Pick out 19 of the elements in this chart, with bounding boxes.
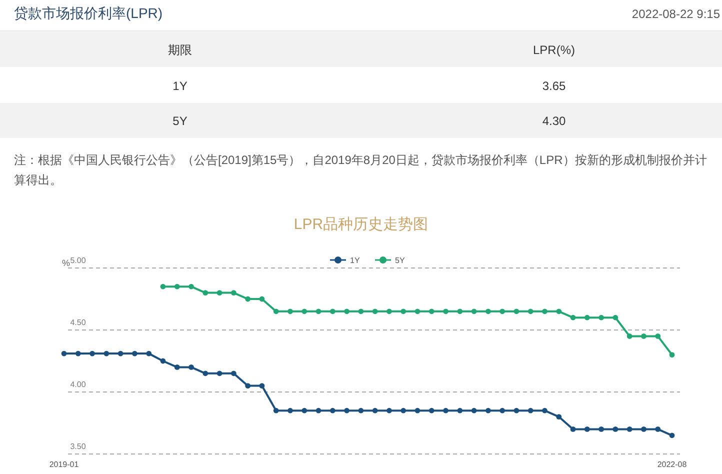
y-axis-title: % [62, 258, 70, 268]
text: 5Y [172, 114, 188, 128]
legend-label: 1Y [350, 256, 360, 265]
text: 2022-08-22 9:15 [632, 7, 720, 21]
y-tick-label: 4.00 [70, 380, 86, 389]
legend-label: 5Y [395, 256, 406, 265]
y-tick-label: 5.00 [70, 256, 86, 265]
text: 期限 [168, 43, 192, 57]
y-tick-label: 3.50 [70, 442, 86, 451]
y-tick-label: 4.50 [70, 318, 86, 327]
chart-title: LPR品种历史走势图 [294, 216, 428, 233]
text: LPR(%) [532, 43, 576, 57]
text: 3.65 [542, 79, 566, 93]
x-tick-label: 2019-01 [49, 460, 80, 469]
x-tick-label: 2022-08 [657, 460, 688, 469]
text: 1Y [172, 79, 188, 93]
text: 4.30 [542, 114, 566, 128]
text: 注：根据《中国人民银行公告》（公告[2019]第15号），自2019年8月20日起，贷款市场报价利率（LPR）按新的形成机制报价并计算得出。 [14, 153, 707, 187]
text: 贷款市场报价利率(LPR) [14, 5, 163, 21]
